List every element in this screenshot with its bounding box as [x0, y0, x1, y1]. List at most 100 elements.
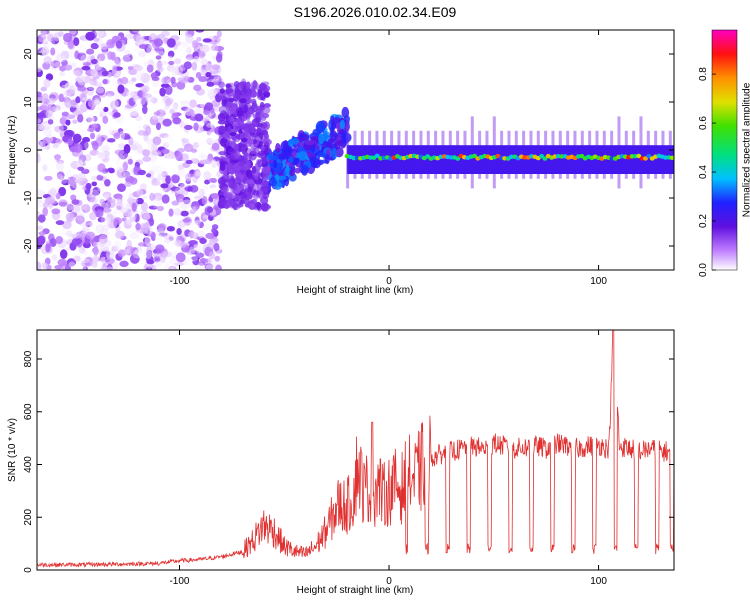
heatmap-cell [173, 66, 179, 76]
heatmap-cell [198, 261, 206, 266]
heatmap-cell [58, 124, 64, 133]
heatmap-cell [209, 184, 217, 189]
heatmap-cell [328, 119, 333, 131]
heatmap-cell [211, 224, 219, 230]
heatmap-cell [231, 183, 238, 191]
heatmap-cell [142, 87, 148, 97]
heatmap-cell [208, 240, 215, 249]
heatmap-cell [236, 198, 243, 207]
heatmap-cell [261, 156, 267, 165]
heatmap-cell [76, 77, 85, 83]
heatmap-cell [137, 130, 147, 136]
heatmap-cell [106, 213, 113, 220]
heatmap-cell [109, 198, 116, 203]
figure-title: S196.2026.010.02.34.E09 [294, 4, 457, 20]
heatmap-cell [177, 164, 184, 171]
heatmap-cell [100, 43, 108, 50]
heatmap-cell [123, 171, 131, 178]
heatmap-cell [347, 145, 674, 174]
heatmap-cell [49, 187, 58, 198]
heatmap-cell [263, 103, 271, 108]
heatmap-cell [51, 254, 58, 261]
heatmap-cell [245, 169, 253, 178]
heatmap-cell [149, 49, 155, 56]
heatmap-cell [166, 225, 175, 232]
colorbar-tick-label: 0.4 [698, 165, 709, 179]
heatmap-cell [205, 232, 215, 239]
heatmap-cell [166, 64, 175, 72]
heatmap-cell [115, 60, 121, 67]
heatmap-cell [95, 78, 104, 85]
heatmap-cell [124, 218, 131, 226]
heatmap-cell [102, 79, 108, 85]
heatmap-cell [69, 176, 75, 187]
heatmap-cell [130, 111, 139, 116]
heatmap-cell [70, 30, 77, 35]
heatmap-cell [256, 202, 262, 212]
heatmap-cell [115, 230, 125, 239]
heatmap-cell [37, 36, 44, 45]
heatmap-cell [73, 255, 81, 262]
heatmap-cell [151, 181, 161, 186]
heatmap-cell [95, 87, 105, 94]
heatmap-cell [66, 169, 72, 178]
heatmap-cell [47, 119, 54, 125]
heatmap-cell [129, 216, 136, 222]
heatmap-cell [116, 205, 122, 210]
heatmap-cell [186, 186, 193, 192]
heatmap-cell [129, 253, 140, 264]
heatmap-cell [82, 96, 92, 102]
heatmap-cell [298, 164, 309, 174]
heatmap-cell [149, 192, 155, 201]
heatmap-cell [39, 140, 46, 150]
heatmap-cell [160, 83, 170, 88]
heatmap-cell [85, 231, 96, 240]
heatmap-cell [72, 119, 78, 124]
heatmap-cell [117, 183, 126, 192]
heatmap-cell [76, 247, 83, 253]
heatmap-cell [252, 138, 258, 145]
heatmap-cell [115, 158, 121, 166]
heatmap-cell [132, 250, 143, 259]
heatmap-cell [108, 126, 118, 135]
heatmap-cell [183, 61, 192, 70]
heatmap-cell [70, 62, 77, 68]
heatmap-cell [262, 138, 272, 146]
heatmap-cell [63, 32, 73, 43]
heatmap-cell [215, 264, 222, 270]
heatmap-cell [198, 160, 209, 165]
snr-y-tick-label: 400 [23, 456, 34, 473]
heatmap-cell [227, 180, 233, 187]
heatmap-cell [164, 98, 172, 107]
heatmap-cell [115, 116, 124, 125]
heatmap-cell [215, 53, 223, 63]
heatmap-cell [88, 221, 94, 227]
heatmap-cell [271, 178, 277, 187]
heatmap-cell [123, 143, 131, 154]
heatmap-cell [91, 181, 97, 187]
heatmap-cell [235, 149, 240, 156]
heatmap-cell [97, 217, 106, 223]
heatmap-cell [55, 220, 65, 226]
heatmap-cell [38, 35, 49, 43]
heatmap-cell [225, 88, 234, 94]
heatmap-cell [158, 108, 168, 114]
heatmap-cell [208, 251, 216, 260]
heatmap-cell [108, 168, 115, 174]
heatmap-cell [96, 174, 104, 181]
heatmap-cell [94, 30, 105, 38]
heatmap-cell [155, 210, 166, 218]
heatmap-cell [54, 154, 60, 162]
heatmap-cell [160, 183, 169, 189]
heatmap-cell [98, 37, 108, 44]
heatmap-cell [213, 242, 220, 252]
heatmap-cell [169, 108, 175, 114]
heatmap-cell [238, 129, 243, 134]
heatmap-cell [225, 114, 231, 124]
heatmap-cell [132, 94, 139, 103]
heatmap-cell [163, 134, 173, 141]
heatmap-cell [261, 112, 270, 119]
heatmap-cell [71, 204, 81, 214]
heatmap-cell [119, 130, 125, 141]
heatmap-cell [150, 97, 158, 104]
